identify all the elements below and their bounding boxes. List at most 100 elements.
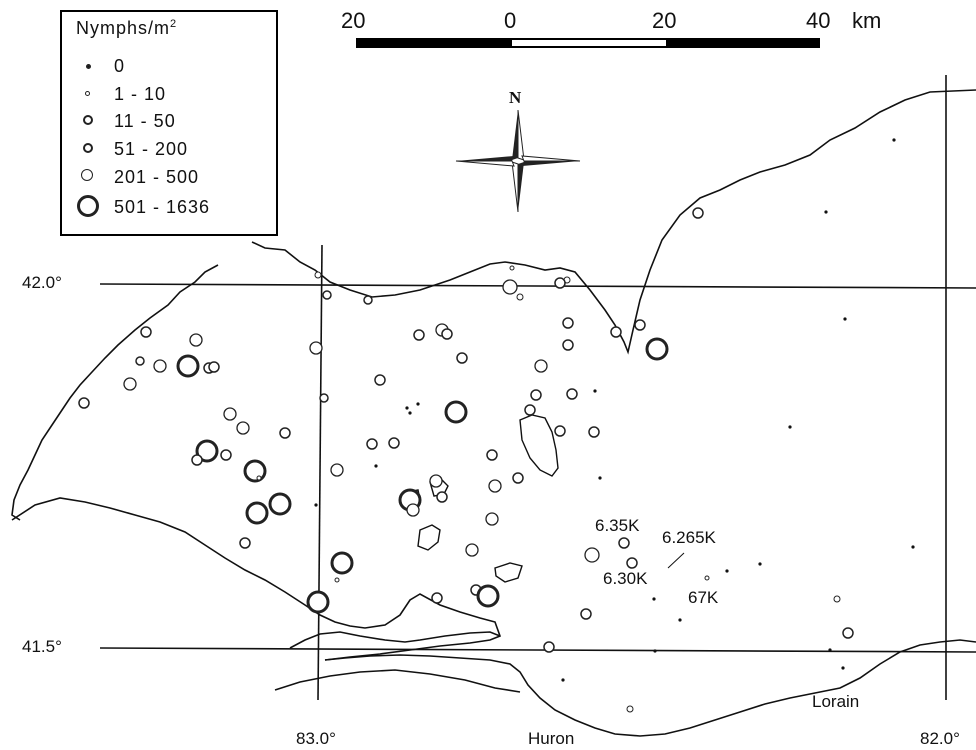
legend-row-1: 1 - 10 [62,82,276,106]
legend-symbol-dot [74,54,104,78]
shoreline [11,89,976,737]
sample-point-circle [334,577,340,583]
legend-title-text: Nymphs/m [76,18,171,38]
sample-point-circle [243,459,267,483]
legend-row-0: 0 [62,54,276,78]
marblehead-peninsula [289,631,501,649]
sample-point-circle [388,437,400,449]
scale-label-20-left: 20 [341,8,366,33]
sample-point-circle [236,421,250,435]
sample-point-zero [561,678,565,682]
sample-point-circle [530,389,542,401]
north-arrow-needle-e [521,155,581,162]
sample-point-zero [758,562,762,566]
station-label-6-35k: 6.35K [595,516,640,535]
north-arrow-needle-s [511,161,519,213]
kelleys-island [417,524,441,551]
sample-point-circle [626,557,638,569]
north-arrow-needle-n [512,110,518,160]
sample-point-circle [610,326,622,338]
sample-point-circle [374,374,386,386]
sample-point-circle [306,590,330,614]
sample-point-circle [634,319,646,331]
lon-label-83: 83.0° [296,729,336,748]
sample-point-circle [588,426,600,438]
sample-point-circle [195,439,219,463]
sample-point-circle [239,537,251,549]
station-label-67k: 67K [688,588,719,607]
sample-point-circle [330,551,354,575]
legend-row-4: 201 - 500 [62,165,276,189]
sample-point-zero [374,464,378,468]
sample-point-circle [245,501,269,525]
sample-point-zero [892,138,896,142]
sample-point-zero [824,210,828,214]
sample-point-circle [366,438,378,450]
legend: Nymphs/m2 0 1 - 10 11 - 50 51 - 200 201 … [60,10,278,236]
sample-point-zero [652,597,656,601]
sample-point-zero [405,406,409,410]
sample-point-circle [135,356,145,366]
north-shore-west [251,89,976,355]
sample-point-circle [429,474,443,488]
sample-point-circle [516,293,524,301]
station-label-6-30k: 6.30K [603,569,648,588]
sample-point-circle [268,492,292,516]
scale-bar [356,38,820,48]
legend-symbol-tiny-circle [74,82,104,106]
place-huron: Huron [528,729,575,748]
south-west-shore [11,497,502,661]
scale-segment-1 [358,40,512,46]
north-arrow-needle-w-light [455,160,515,167]
sample-point-circle [413,329,425,341]
sample-point-circle [502,279,518,295]
sample-point-circle [208,361,220,373]
legend-label-3: 51 - 200 [114,139,189,159]
north-arrow-needle-s-dark [518,162,524,212]
legend-row-3: 51 - 200 [62,137,276,161]
sample-point-circle [406,503,420,517]
sample-point-circle [431,592,443,604]
legend-title-superscript: 2 [170,18,178,30]
sample-point-zero [828,648,832,652]
sample-point-circle [566,388,578,400]
sample-point-circle [322,290,332,300]
legend-title: Nymphs/m2 [76,18,177,39]
sample-point-circle [509,265,515,271]
sample-point-circle [833,595,841,603]
legend-label-4: 201 - 500 [114,167,200,187]
sample-point-circle [256,475,262,481]
north-arrow-needle-w [456,156,514,161]
sample-point-circle [704,575,710,581]
sample-point-circle [618,537,630,549]
station-leader-line [667,552,685,569]
sample-point-circle [842,627,854,639]
islands [407,414,559,583]
scale-label-0: 0 [504,8,517,33]
sample-point-circle [456,352,468,364]
scale-unit: km [852,8,882,33]
legend-row-2: 11 - 50 [62,109,276,133]
lat-label-41-5: 41.5° [22,637,62,656]
sample-point-circle [562,339,574,351]
sample-point-circle [645,337,669,361]
place-lorain: Lorain [812,692,860,711]
sample-point-circle [441,328,453,340]
sample-point-circle [486,449,498,461]
sample-point-circle [444,400,468,424]
legend-symbol-large-circle [74,195,104,219]
sample-point-zero [788,425,792,429]
lat-label-42: 42.0° [22,273,62,292]
sample-point-zero [408,411,412,415]
sample-point-zero [653,649,657,653]
sample-point-circle [465,543,479,557]
small-island [494,562,523,583]
sample-point-circle [279,427,291,439]
sample-point-circle [554,425,566,437]
sample-point-circle [314,271,322,279]
sample-point-circle [543,641,555,653]
sample-point-circle [534,359,548,373]
sample-point-zero [843,317,847,321]
scale-segment-2 [512,40,666,46]
sample-point-circle [191,454,203,466]
